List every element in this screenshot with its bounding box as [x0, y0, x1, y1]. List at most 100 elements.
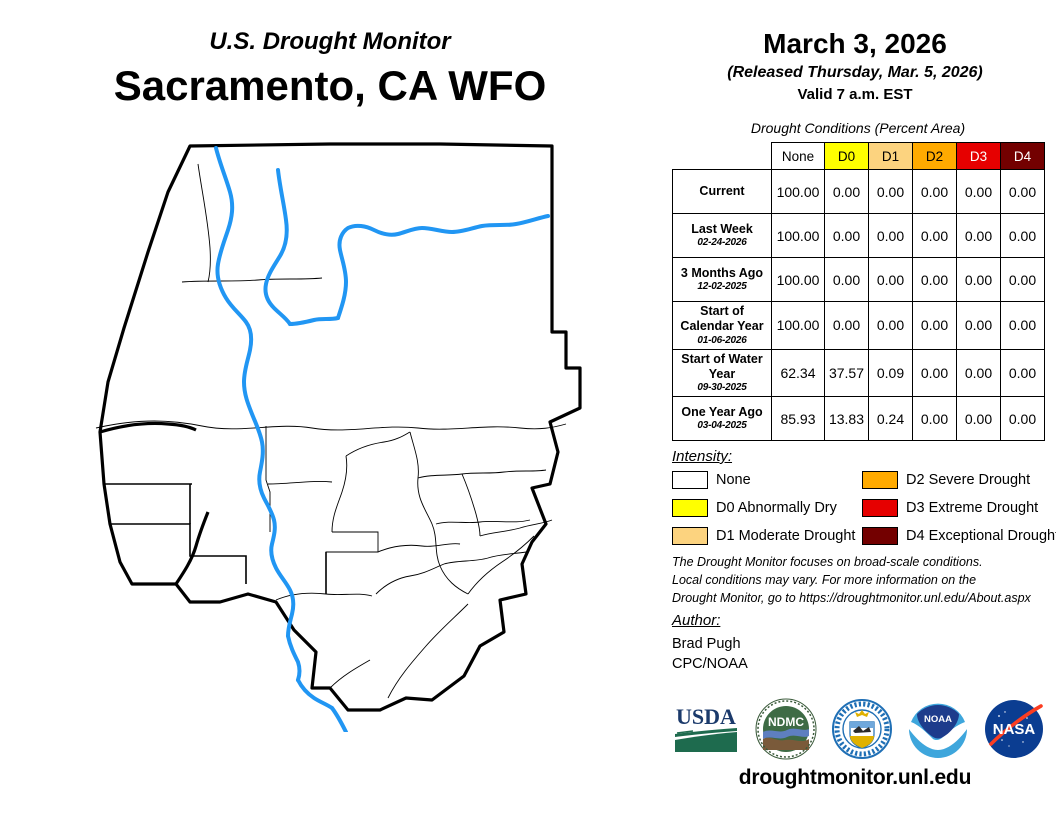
valid-date: March 3, 2026	[763, 28, 947, 59]
legend-label-none: None	[716, 472, 751, 488]
product-subtitle: U.S. Drought Monitor	[209, 28, 451, 55]
cell-d3: 0.00	[956, 213, 1001, 258]
map-pane: U.S. Drought Monitor Sacramento, CA WFO	[80, 28, 600, 732]
drought-conditions-table: None D0 D1 D2 D3 D4 Current 100.00 0.00 …	[672, 142, 1045, 442]
table-row: Start of Water Year 09-30-2025 62.34 37.…	[672, 348, 1045, 398]
row-label-text: 3 Months Ago	[680, 265, 764, 280]
table-row: One Year Ago 03-04-2025 85.93 13.83 0.24…	[672, 396, 1045, 442]
legend-label-d4: D4 Exceptional Drought	[906, 528, 1056, 544]
disclaimer-text: The Drought Monitor focuses on broad-sca…	[672, 554, 1056, 607]
table-caption: Drought Conditions (Percent Area)	[750, 120, 966, 136]
cell-d0: 0.00	[824, 257, 869, 302]
column-header-d4: D4	[1000, 142, 1045, 170]
row-label-start-of-water-year: Start of Water Year 09-30-2025	[672, 348, 772, 398]
cell-d3: 0.00	[956, 169, 1001, 214]
legend-column-left: None D0 Abnormally Dry D1 Moderate Droug…	[672, 468, 855, 552]
row-label-text: One Year Ago	[681, 405, 763, 420]
swatch-d1	[672, 527, 708, 545]
legend-item-d4: D4 Exceptional Drought	[862, 524, 1056, 548]
row-label-text: Last Week	[691, 221, 753, 236]
cell-d1: 0.00	[868, 213, 913, 258]
site-url[interactable]: droughtmonitor.unl.edu	[738, 766, 972, 789]
legend-item-d3: D3 Extreme Drought	[862, 496, 1056, 520]
cell-none: 100.00	[771, 257, 825, 302]
release-date: (Released Thursday, Mar. 5, 2026)	[727, 64, 983, 81]
cell-d4: 0.00	[1000, 213, 1045, 258]
valid-time: Valid 7 a.m. EST	[797, 86, 913, 103]
cell-d3: 0.00	[956, 257, 1001, 302]
usda-seal-logo[interactable]	[831, 698, 893, 760]
cell-d3: 0.00	[956, 348, 1001, 398]
svg-text:NOAA: NOAA	[924, 714, 952, 725]
cell-d2: 0.00	[912, 213, 957, 258]
info-pane: March 3, 2026 (Released Thursday, Mar. 5…	[660, 0, 1056, 816]
column-header-d1: D1	[868, 142, 913, 170]
row-label-start-of-calendar-year: Start of Calendar Year 01-06-2026	[672, 301, 772, 350]
cell-none: 100.00	[771, 301, 825, 350]
swatch-d3	[862, 499, 898, 517]
legend-item-d1: D1 Moderate Drought	[672, 524, 855, 548]
cell-d2: 0.00	[912, 301, 957, 350]
swatch-d4	[862, 527, 898, 545]
legend-item-d0: D0 Abnormally Dry	[672, 496, 855, 520]
drought-map[interactable]	[80, 132, 600, 732]
map-internal-borders	[104, 483, 327, 594]
author-name: Brad Pugh	[672, 636, 741, 652]
row-label-date: 01-06-2026	[697, 334, 747, 346]
disclaimer-line-1: The Drought Monitor focuses on broad-sca…	[672, 555, 983, 569]
cell-none: 85.93	[771, 396, 825, 442]
row-label-date: 02-24-2026	[697, 237, 747, 249]
cell-d1: 0.00	[868, 301, 913, 350]
table-body: Current 100.00 0.00 0.00 0.00 0.00 0.00 …	[672, 169, 1045, 442]
column-header-d2: D2	[912, 142, 957, 170]
sacramento-river	[214, 146, 550, 732]
svg-text:NDMC: NDMC	[768, 715, 804, 729]
disclaimer-line-3: Drought Monitor, go to https://droughtmo…	[672, 590, 1031, 605]
column-header-d3: D3	[956, 142, 1001, 170]
row-label-date: 12-02-2025	[697, 281, 747, 293]
svg-text:NASA: NASA	[993, 721, 1036, 738]
ndmc-logo[interactable]: NDMC	[755, 698, 817, 760]
cell-d4: 0.00	[1000, 257, 1045, 302]
column-header-d0: D0	[824, 142, 869, 170]
cell-d3: 0.00	[956, 396, 1001, 442]
cell-d4: 0.00	[1000, 348, 1045, 398]
cell-d4: 0.00	[1000, 396, 1045, 442]
cell-d2: 0.00	[912, 396, 957, 442]
cell-none: 100.00	[771, 169, 825, 214]
usda-logo[interactable]: USDA	[671, 700, 741, 758]
legend-column-right: D2 Severe Drought D3 Extreme Drought D4 …	[862, 468, 1056, 552]
disclaimer-line-2: Local conditions may vary. For more info…	[672, 572, 977, 587]
legend-label-d0: D0 Abnormally Dry	[716, 500, 837, 516]
legend-label-d1: D1 Moderate Drought	[716, 528, 856, 544]
table-row: Start of Calendar Year 01-06-2026 100.00…	[672, 301, 1045, 350]
table-row: Last Week 02-24-2026 100.00 0.00 0.00 0.…	[672, 213, 1045, 258]
cell-d1: 0.00	[868, 169, 913, 214]
legend-item-none: None	[672, 468, 855, 492]
row-label-current: Current	[672, 169, 772, 214]
cell-d3: 0.00	[956, 301, 1001, 350]
row-label-text: Current	[699, 183, 745, 198]
column-header-none: None	[771, 142, 825, 170]
table-header-row: None D0 D1 D2 D3 D4	[673, 142, 1045, 170]
row-label-date: 03-04-2025	[697, 420, 747, 432]
row-label-one-year-ago: One Year Ago 03-04-2025	[672, 396, 772, 442]
cell-d0: 13.83	[824, 396, 869, 442]
cell-d2: 0.00	[912, 348, 957, 398]
author-org: CPC/NOAA	[672, 656, 748, 672]
table-row: 3 Months Ago 12-02-2025 100.00 0.00 0.00…	[672, 257, 1045, 302]
cell-d0: 37.57	[824, 348, 869, 398]
swatch-none	[672, 471, 708, 489]
page-title: Sacramento, CA WFO	[113, 62, 547, 109]
cell-d2: 0.00	[912, 257, 957, 302]
nasa-logo[interactable]: NASA	[983, 698, 1045, 760]
partner-logos: USDA NDMC	[666, 694, 1050, 764]
noaa-logo[interactable]: NOAA	[907, 698, 969, 760]
swatch-d2	[862, 471, 898, 489]
svg-text:USDA: USDA	[676, 704, 736, 729]
cell-d0: 0.00	[824, 213, 869, 258]
row-label-last-week: Last Week 02-24-2026	[672, 213, 772, 258]
cell-d4: 0.00	[1000, 169, 1045, 214]
cell-none: 100.00	[771, 213, 825, 258]
cell-d1: 0.09	[868, 348, 913, 398]
